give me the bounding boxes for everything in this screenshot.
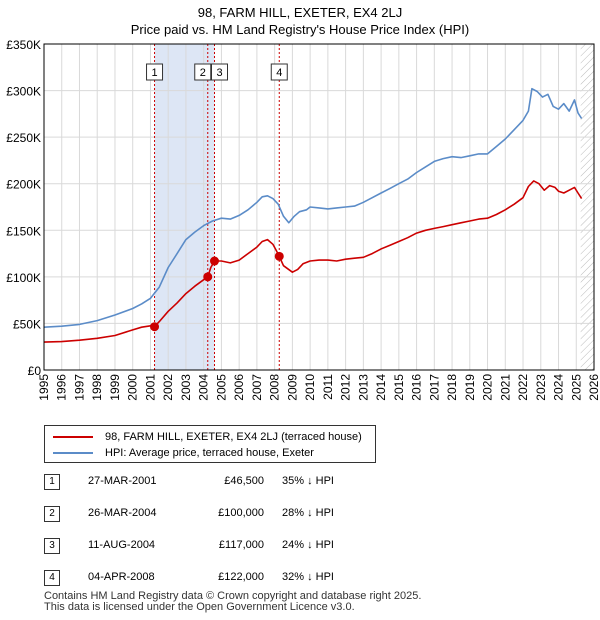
x-tick-label: 2006 — [232, 374, 246, 401]
legend-label-hpi: HPI: Average price, terraced house, Exet… — [105, 447, 314, 459]
plot-frame — [43, 43, 595, 371]
sale-marker-label: 1 — [151, 67, 157, 79]
sale-price: £117,000 — [218, 539, 264, 551]
x-tick-label: 2000 — [126, 374, 140, 401]
x-tick-label: 2024 — [552, 374, 566, 401]
sale-number-badge: 4 — [44, 570, 60, 586]
sale-date: 04-APR-2008 — [88, 571, 155, 583]
sale-point — [203, 272, 213, 282]
sale-point — [210, 256, 219, 266]
sale-row: 3 11-AUG-2004 £117,000 24% ↓ HPI — [44, 538, 424, 554]
sale-marker-box — [211, 63, 228, 81]
sale-point — [274, 251, 284, 261]
x-tick-label: 2023 — [534, 374, 548, 401]
x-tick-label: 2026 — [587, 374, 600, 401]
x-tick-label: 1999 — [108, 374, 122, 401]
sale-number-badge: 3 — [44, 538, 60, 554]
y-tick-label: £150K — [6, 224, 41, 238]
future-hatch-area — [580, 44, 594, 370]
x-tick-label: 2013 — [356, 374, 370, 401]
sale-date: 26-MAR-2004 — [88, 507, 157, 519]
x-tick-label: 2022 — [516, 374, 530, 401]
sale-date: 11-AUG-2004 — [88, 539, 156, 551]
sale-price: £122,000 — [218, 571, 264, 583]
x-tick-label: 2020 — [481, 374, 495, 401]
x-tick-label: 2019 — [463, 374, 477, 401]
x-tick-label: 2007 — [250, 374, 264, 401]
x-tick-label: 2016 — [410, 374, 424, 401]
y-tick-label: £100K — [6, 271, 41, 285]
x-tick-label: 2021 — [498, 374, 512, 401]
x-tick-label: 2003 — [179, 374, 193, 401]
sale-price: £46,500 — [224, 475, 264, 487]
chart-title: 98, FARM HILL, EXETER, EX4 2LJ — [197, 5, 403, 20]
x-tick-label: 2001 — [143, 374, 157, 401]
y-tick-label: £200K — [6, 178, 41, 192]
sale-number-badge: 1 — [44, 474, 60, 490]
property-price-line — [43, 180, 583, 343]
sale-marker-label: 3 — [216, 67, 222, 79]
footer-line-licence: This data is licensed under the Open Gov… — [44, 601, 355, 613]
sale-hpi-diff: 28% ↓ HPI — [282, 507, 334, 519]
y-tick-label: £350K — [6, 38, 41, 52]
chart-legend: 98, FARM HILL, EXETER, EX4 2LJ (terraced… — [44, 425, 376, 463]
sale-number-badge: 2 — [44, 506, 60, 522]
x-tick-label: 2004 — [197, 374, 211, 401]
x-tick-label: 2014 — [374, 374, 388, 401]
sale-hpi-diff: 24% ↓ HPI — [282, 539, 334, 551]
x-tick-label: 2025 — [569, 374, 583, 401]
x-tick-label: 1996 — [55, 374, 69, 401]
legend-item-property: 98, FARM HILL, EXETER, EX4 2LJ (terraced… — [53, 429, 362, 445]
legend-swatch-property — [53, 436, 93, 438]
sale-date: 27-MAR-2001 — [88, 475, 157, 487]
x-tick-label: 2002 — [161, 374, 175, 401]
footer-line-copyright: Contains HM Land Registry data © Crown c… — [44, 590, 422, 602]
x-tick-label: 2005 — [214, 374, 228, 401]
sale-marker-box — [146, 63, 164, 81]
sale-marker-box — [194, 63, 212, 81]
x-tick-label: 1998 — [90, 374, 104, 401]
sale-hpi-diff: 32% ↓ HPI — [282, 571, 334, 583]
y-tick-label: £50K — [13, 317, 41, 331]
legend-swatch-hpi — [53, 452, 93, 454]
sale-price: £100,000 — [218, 507, 264, 519]
x-tick-label: 2010 — [303, 374, 317, 401]
x-tick-label: 2018 — [445, 374, 459, 401]
sale-marker-label: 4 — [276, 67, 282, 79]
sale-hpi-diff: 35% ↓ HPI — [282, 475, 334, 487]
legend-item-hpi: HPI: Average price, terraced house, Exet… — [53, 445, 314, 461]
sale-row: 4 04-APR-2008 £122,000 32% ↓ HPI — [44, 570, 424, 586]
sale-marker-label: 2 — [200, 67, 206, 79]
footer-attribution: Contains HM Land Registry data © Crown c… — [44, 591, 421, 613]
chart-subtitle: Price paid vs. HM Land Registry's House … — [130, 22, 470, 37]
x-tick-label: 1997 — [72, 374, 86, 401]
x-tick-label: 1995 — [37, 374, 51, 401]
hpi-line — [43, 87, 583, 328]
price-chart: £0 £50K £100K £150K £200K £250K £300K £350K 1995… — [6, 38, 600, 401]
sale-row: 2 26-MAR-2004 £100,000 28% ↓ HPI — [44, 506, 424, 522]
plot-area — [44, 44, 594, 370]
x-tick-label: 2015 — [392, 374, 406, 401]
sale-marker-box — [270, 63, 288, 81]
sale-point — [150, 322, 160, 332]
y-tick-label: £300K — [6, 85, 41, 99]
y-tick-label: £250K — [6, 131, 41, 145]
x-tick-label: 2008 — [268, 374, 282, 401]
x-tick-label: 2017 — [427, 374, 441, 401]
x-tick-label: 2012 — [339, 374, 353, 401]
y-tick-label: £0 — [28, 364, 42, 378]
x-tick-label: 2011 — [321, 374, 335, 400]
legend-label-property: 98, FARM HILL, EXETER, EX4 2LJ (terraced… — [105, 431, 362, 443]
sale-row: 1 27-MAR-2001 £46,500 35% ↓ HPI — [44, 474, 424, 490]
x-tick-label: 2009 — [285, 374, 299, 401]
shaded-period-band — [154, 44, 215, 370]
